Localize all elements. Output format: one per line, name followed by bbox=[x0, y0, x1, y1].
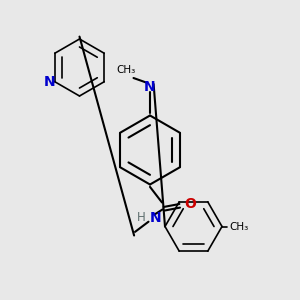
Text: N: N bbox=[144, 80, 156, 94]
Text: CH₃: CH₃ bbox=[116, 65, 136, 75]
Text: H: H bbox=[137, 211, 146, 224]
Text: CH₃: CH₃ bbox=[230, 221, 249, 232]
Text: O: O bbox=[184, 197, 196, 211]
Text: N: N bbox=[44, 75, 55, 89]
Text: N: N bbox=[149, 211, 161, 224]
